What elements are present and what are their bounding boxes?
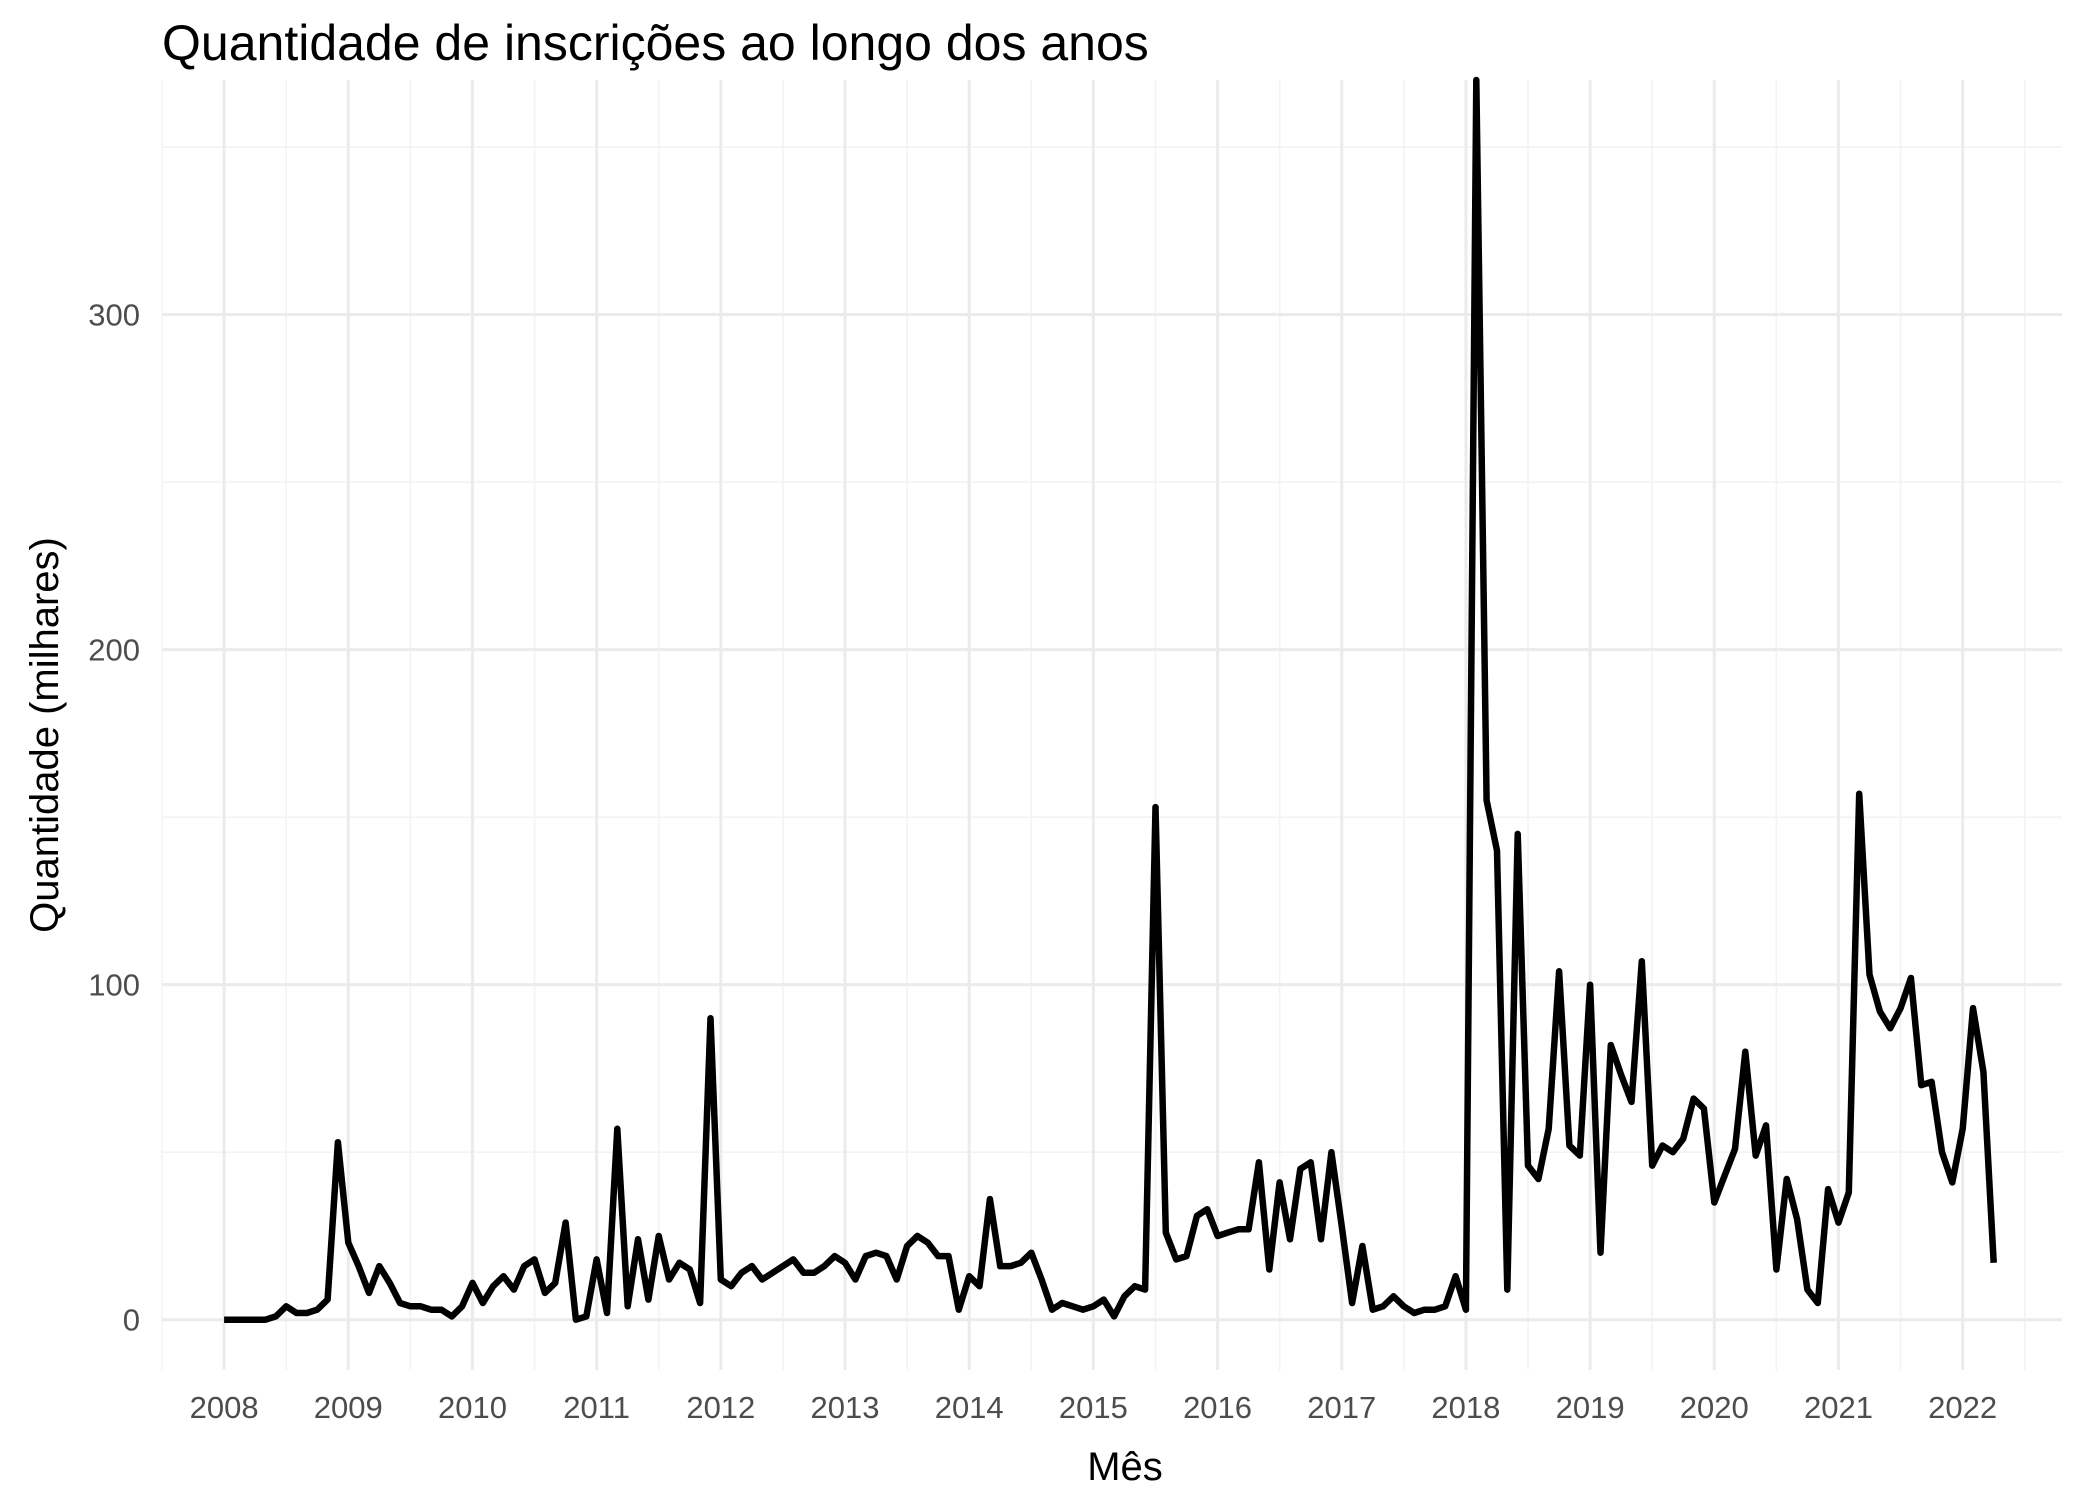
x-axis-ticks: 2008 2009 2010 2011 2012 2013 2014 2015 2016 2017… xyxy=(190,1390,1998,1425)
x-tick-label: 2020 xyxy=(1680,1390,1749,1425)
x-tick-label: 2013 xyxy=(811,1390,880,1425)
x-tick-label: 2017 xyxy=(1307,1390,1376,1425)
x-tick-label: 2009 xyxy=(314,1390,383,1425)
x-tick-label: 2012 xyxy=(686,1390,755,1425)
series-line xyxy=(224,76,1997,1323)
grid xyxy=(161,80,2062,1370)
x-tick-label: 2008 xyxy=(190,1390,259,1425)
x-tick-label: 2019 xyxy=(1556,1390,1625,1425)
x-tick-label: 2016 xyxy=(1183,1390,1252,1425)
y-tick-label: 100 xyxy=(88,968,140,1003)
x-tick-label: 2021 xyxy=(1804,1390,1873,1425)
x-tick-label: 2015 xyxy=(1059,1390,1128,1425)
y-tick-label: 0 xyxy=(123,1303,140,1338)
series-group xyxy=(224,76,1997,1323)
y-tick-label: 200 xyxy=(88,633,140,668)
x-tick-label: 2018 xyxy=(1431,1390,1500,1425)
x-tick-label: 2011 xyxy=(563,1390,630,1425)
chart-title: Quantidade de inscrições ao longo dos an… xyxy=(162,15,1149,71)
y-axis-title: Quantidade (milhares) xyxy=(23,537,67,933)
x-tick-label: 2022 xyxy=(1928,1390,1997,1425)
y-tick-label: 300 xyxy=(88,298,140,333)
x-tick-label: 2014 xyxy=(935,1390,1004,1425)
x-tick-label: 2010 xyxy=(438,1390,507,1425)
y-axis-ticks: 0 100 200 300 xyxy=(88,298,140,1338)
x-axis-title: Mês xyxy=(1087,1445,1163,1489)
